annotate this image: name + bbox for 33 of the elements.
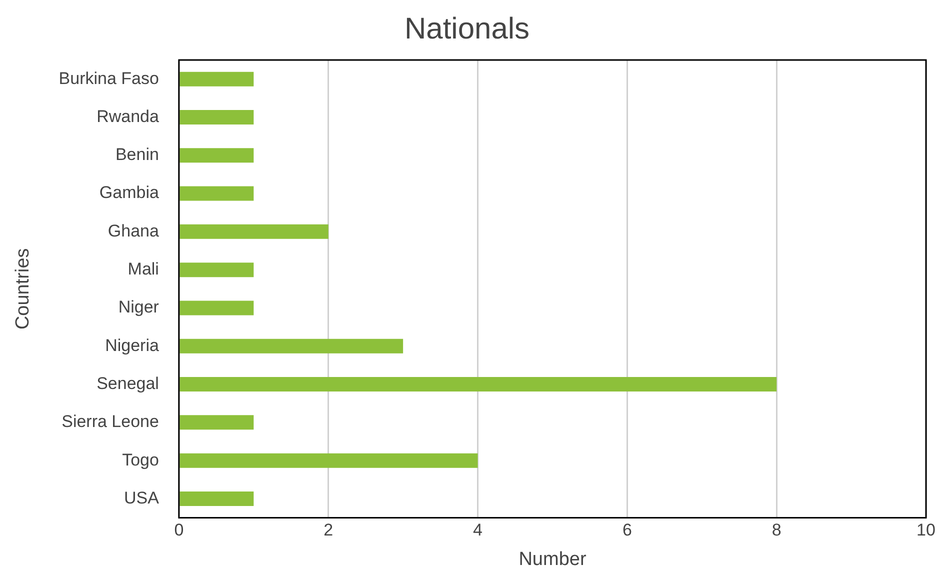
y-tick-label: Nigeria	[105, 336, 160, 355]
bar	[180, 300, 254, 316]
y-tick-label: Togo	[122, 450, 159, 470]
y-tick-label: USA	[124, 488, 160, 508]
y-tick-label: Niger	[118, 298, 160, 317]
x-axis-title: Number	[518, 548, 587, 570]
y-tick-label: Ghana	[108, 221, 160, 240]
y-tick-label: Gambia	[99, 183, 160, 202]
y-tick-label: Sierra Leone	[62, 412, 159, 432]
bar	[180, 491, 254, 506]
bar	[180, 72, 254, 86]
y-tick-label: Rwanda	[96, 106, 160, 126]
bar	[180, 224, 328, 239]
bar	[180, 377, 777, 392]
x-tick-label: 8	[772, 520, 782, 540]
y-tick-label: Benin	[115, 145, 159, 164]
bar	[180, 453, 478, 468]
bar	[180, 186, 254, 201]
x-tick-label: 2	[324, 520, 334, 540]
bar	[180, 262, 254, 278]
x-tick-label: 10	[916, 520, 936, 540]
y-axis-title: Countries	[12, 248, 34, 330]
bar	[180, 415, 254, 430]
bar	[180, 110, 254, 124]
y-tick-label: Mali	[128, 260, 159, 279]
bar	[180, 148, 254, 163]
y-tick-label: Senegal	[96, 374, 159, 393]
x-tick-label: 0	[174, 520, 184, 540]
y-tick-label: Burkina Faso	[58, 68, 159, 88]
bar	[180, 338, 404, 354]
x-tick-label: 6	[622, 520, 632, 540]
chart-title: Nationals	[404, 12, 530, 46]
x-tick-label: 4	[473, 520, 483, 540]
